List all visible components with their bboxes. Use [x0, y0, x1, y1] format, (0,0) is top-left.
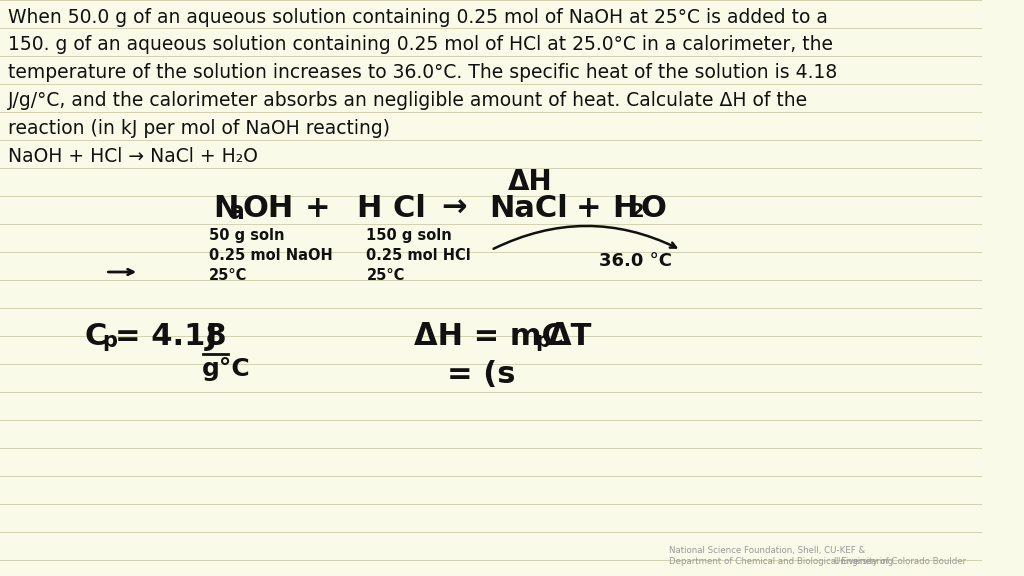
Text: OH: OH	[243, 194, 294, 223]
Text: reaction (in kJ per mol of NaOH reacting): reaction (in kJ per mol of NaOH reacting…	[7, 119, 390, 138]
Text: 25°C: 25°C	[209, 268, 248, 283]
Text: a: a	[229, 200, 245, 224]
Text: temperature of the solution increases to 36.0°C. The specific heat of the soluti: temperature of the solution increases to…	[7, 63, 837, 82]
Text: NaCl: NaCl	[489, 194, 568, 223]
Text: 25°C: 25°C	[367, 268, 404, 283]
Text: University of Colorado Boulder: University of Colorado Boulder	[835, 557, 967, 566]
Text: 50 g soln: 50 g soln	[209, 228, 285, 243]
Text: = (s: = (s	[446, 360, 515, 389]
Text: g°C: g°C	[202, 357, 250, 381]
Text: N: N	[213, 194, 239, 223]
Text: NaOH + HCl → NaCl + H₂O: NaOH + HCl → NaCl + H₂O	[7, 147, 258, 166]
Text: Department of Chemical and Biological Engineering: Department of Chemical and Biological En…	[670, 557, 894, 566]
Text: →: →	[441, 194, 467, 223]
Text: ΔT: ΔT	[548, 322, 592, 351]
Text: J/g/°C, and the calorimeter absorbs an negligible amount of heat. Calculate ΔH o: J/g/°C, and the calorimeter absorbs an n…	[7, 91, 808, 110]
Text: H: H	[612, 194, 637, 223]
Text: +: +	[305, 194, 331, 223]
Text: ΔH = mC: ΔH = mC	[415, 322, 564, 351]
Text: H Cl: H Cl	[356, 194, 426, 223]
Text: p: p	[536, 331, 550, 351]
Text: 0.25 mol NaOH: 0.25 mol NaOH	[209, 248, 333, 263]
Text: C: C	[84, 322, 106, 351]
Text: 0.25 mol HCl: 0.25 mol HCl	[367, 248, 471, 263]
Text: 150 g soln: 150 g soln	[367, 228, 453, 243]
Text: p: p	[102, 331, 118, 351]
Text: ΔH: ΔH	[508, 168, 553, 196]
Text: 150. g of an aqueous solution containing 0.25 mol of HCl at 25.0°C in a calorime: 150. g of an aqueous solution containing…	[7, 35, 833, 54]
Text: 2: 2	[630, 202, 644, 221]
Text: National Science Foundation, Shell, CU-KEF &: National Science Foundation, Shell, CU-K…	[670, 546, 865, 555]
Text: 36.0 °C: 36.0 °C	[599, 252, 673, 270]
Text: O: O	[641, 194, 667, 223]
Text: When 50.0 g of an aqueous solution containing 0.25 mol of NaOH at 25°C is added : When 50.0 g of an aqueous solution conta…	[7, 8, 827, 27]
Text: +: +	[575, 194, 601, 223]
Text: J: J	[206, 322, 217, 351]
Text: = 4.18: = 4.18	[115, 322, 226, 351]
